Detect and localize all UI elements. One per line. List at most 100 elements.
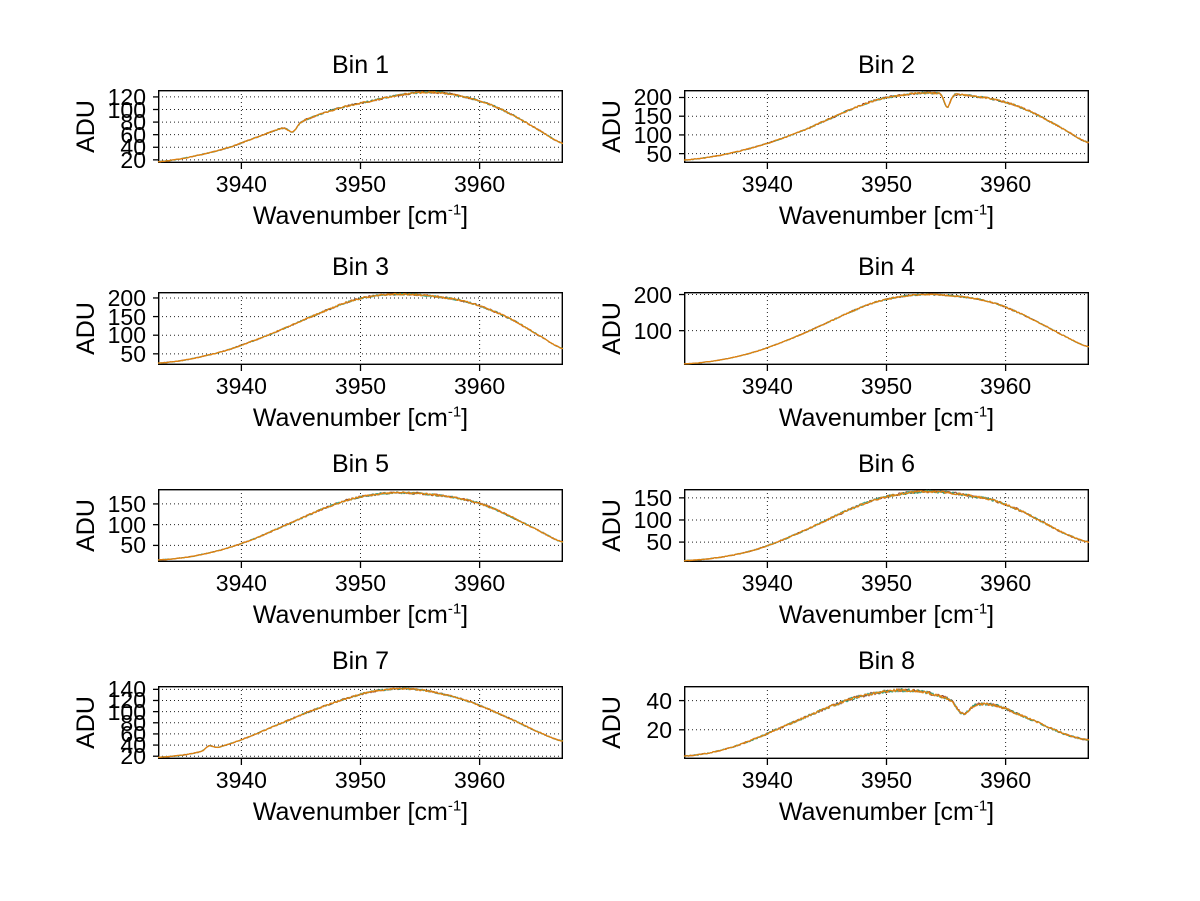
- y-tick-label: 40: [120, 732, 146, 759]
- axes-box: [683, 89, 1090, 163]
- subplot-bin-6: Bin 6 ADU Wavenumber [cm-1] 50 100 150 3940…: [554, 447, 1119, 643]
- y-tick-label: 40: [646, 687, 672, 714]
- y-tick-label: 150: [633, 484, 672, 511]
- plot-area: [679, 89, 1090, 169]
- subplot-bin-2: Bin 2 ADU Wavenumber [cm-1] 50 100 150 200 3…: [554, 48, 1119, 244]
- y-tick-label: 140: [107, 676, 146, 703]
- y-tick-label: 60: [120, 121, 146, 148]
- y-tick-label: 50: [120, 532, 146, 559]
- subplot-title: Bin 4: [858, 253, 915, 281]
- y-tick-label: 150: [633, 103, 672, 130]
- subplot-bin-3: Bin 3 ADU Wavenumber [cm-1] 50 100 150 200 3…: [28, 250, 593, 446]
- plot-area: [153, 488, 564, 568]
- x-tick-label: 3950: [860, 373, 913, 399]
- plot-area: [153, 685, 564, 765]
- subplot-bin-8: Bin 8 ADU Wavenumber [cm-1] 20 40 3940 3950…: [554, 644, 1119, 840]
- x-tick-label: 3950: [334, 171, 387, 197]
- x-tick-label: 3960: [980, 570, 1032, 596]
- plot-area: [679, 488, 1090, 568]
- plot-area: [153, 89, 564, 169]
- axes-box: [157, 685, 564, 759]
- subplot-title: Bin 3: [332, 253, 389, 281]
- subplot-title: Bin 1: [332, 51, 389, 79]
- subplot-bin-7: Bin 7 ADU Wavenumber [cm-1] 20 40 60 80 100 1…: [28, 644, 593, 840]
- x-tick-label: 3960: [454, 171, 506, 197]
- x-tick-label: 3940: [215, 373, 267, 399]
- x-tick-label: 3950: [860, 570, 913, 596]
- x-tick-label: 3960: [454, 570, 506, 596]
- subplot-bin-1: Bin 1 ADU Wavenumber [cm-1] 20 40 60 80 100 1…: [28, 48, 593, 244]
- y-tick-label: 200: [633, 84, 672, 111]
- plot-area: [679, 291, 1090, 371]
- subplot-title: Bin 7: [332, 647, 389, 675]
- y-tick-label: 50: [646, 140, 672, 167]
- y-tick-label: 200: [633, 281, 672, 308]
- x-axis-label: Wavenumber [cm-1]: [778, 797, 995, 826]
- x-axis-label: Wavenumber [cm-1]: [252, 201, 469, 230]
- x-tick-label: 3960: [980, 171, 1032, 197]
- y-tick-label: 80: [120, 109, 146, 136]
- x-tick-label: 3940: [741, 767, 793, 793]
- y-tick-label: 100: [107, 698, 146, 725]
- axes-box: [157, 291, 564, 365]
- x-tick-label: 3960: [454, 767, 506, 793]
- plot-area: [679, 685, 1090, 765]
- y-tick-label: 80: [120, 709, 146, 736]
- y-tick-label: 50: [120, 340, 146, 367]
- x-tick-label: 3950: [334, 373, 387, 399]
- subplot-title: Bin 6: [858, 450, 915, 478]
- spectrum-trace: [683, 688, 1090, 757]
- x-tick-label: 3940: [215, 570, 267, 596]
- axes-box: [157, 488, 564, 562]
- y-tick-label: 100: [633, 121, 672, 148]
- y-tick-label: 120: [107, 83, 146, 110]
- x-tick-label: 3950: [334, 570, 387, 596]
- axes-box: [683, 685, 1090, 759]
- subplot-title: Bin 5: [332, 450, 389, 478]
- spectrum-trace: [683, 293, 1089, 365]
- x-axis-label: Wavenumber [cm-1]: [778, 201, 995, 230]
- y-tick-label: 150: [107, 303, 146, 330]
- x-axis-label: Wavenumber [cm-1]: [252, 403, 469, 432]
- axes-box: [683, 488, 1090, 562]
- y-tick-label: 100: [107, 511, 146, 538]
- x-tick-label: 3940: [741, 373, 793, 399]
- y-tick-label: 100: [107, 96, 146, 123]
- y-tick-label: 100: [633, 506, 672, 533]
- x-tick-label: 3940: [741, 570, 793, 596]
- y-tick-label: 100: [633, 317, 672, 344]
- axes-box: [683, 291, 1090, 365]
- y-tick-label: 20: [120, 743, 146, 770]
- y-tick-label: 60: [120, 720, 146, 747]
- spectrum-trace: [157, 292, 563, 364]
- subplot-bin-4: Bin 4 ADU Wavenumber [cm-1] 100 200 3940 39…: [554, 250, 1119, 446]
- subplot-title: Bin 2: [858, 51, 915, 79]
- spectrum-trace: [158, 687, 564, 759]
- x-tick-label: 3950: [860, 171, 913, 197]
- x-tick-label: 3950: [334, 767, 387, 793]
- x-tick-label: 3940: [215, 171, 267, 197]
- x-axis-label: Wavenumber [cm-1]: [252, 600, 469, 629]
- y-tick-label: 40: [120, 134, 146, 161]
- x-tick-label: 3960: [980, 373, 1032, 399]
- plot-area: [153, 291, 564, 371]
- x-tick-label: 3960: [454, 373, 506, 399]
- x-tick-label: 3960: [980, 767, 1032, 793]
- x-axis-label: Wavenumber [cm-1]: [778, 600, 995, 629]
- subplot-bin-5: Bin 5 ADU Wavenumber [cm-1] 50 100 150 3940…: [28, 447, 593, 643]
- spectrum-trace: [157, 491, 564, 561]
- x-tick-label: 3950: [860, 767, 913, 793]
- y-tick-label: 120: [107, 687, 146, 714]
- x-tick-label: 3940: [741, 171, 793, 197]
- axes-box: [157, 89, 564, 163]
- x-tick-label: 3940: [215, 767, 267, 793]
- y-tick-label: 20: [646, 716, 672, 743]
- spectrum-trace: [683, 91, 1090, 161]
- x-axis-label: Wavenumber [cm-1]: [252, 797, 469, 826]
- spectrum-trace: [683, 490, 1090, 562]
- y-tick-label: 50: [646, 529, 672, 556]
- y-tick-label: 20: [120, 146, 146, 173]
- y-tick-label: 100: [107, 322, 146, 349]
- y-tick-label: 200: [107, 284, 146, 311]
